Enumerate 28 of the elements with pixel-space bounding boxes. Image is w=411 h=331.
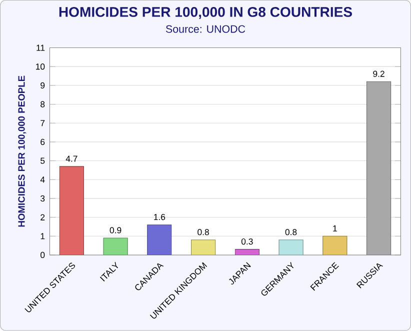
y-tick-label: 8 bbox=[40, 101, 45, 108]
bar bbox=[366, 81, 392, 256]
data-label: 0.8 bbox=[285, 229, 297, 236]
data-label: 9.2 bbox=[373, 70, 384, 78]
bar bbox=[190, 240, 216, 256]
data-label: 0.8 bbox=[198, 229, 209, 236]
y-tick-label: 1 bbox=[40, 233, 45, 240]
y-tick-label: 4 bbox=[40, 176, 45, 183]
data-label: 4.7 bbox=[66, 156, 78, 162]
y-axis-title: HOMICIDES PER 100,000 PEOPLE bbox=[18, 76, 26, 227]
y-tick-label: 2 bbox=[40, 214, 45, 220]
data-label: 1.6 bbox=[154, 214, 166, 220]
y-tick-label: 5 bbox=[40, 158, 45, 164]
y-tick-label: 3 bbox=[40, 195, 45, 202]
y-tick-label: 10 bbox=[36, 64, 45, 70]
data-label: 1 bbox=[333, 226, 337, 232]
chart-title: HOMICIDES PER 100,000 IN G8 COUNTRIES bbox=[59, 7, 352, 20]
bar bbox=[322, 236, 348, 256]
y-tick-label: 0 bbox=[40, 252, 45, 258]
y-tick-label: 7 bbox=[40, 120, 45, 126]
chart-subtitle: Source: UNODC bbox=[166, 25, 246, 33]
data-label: 0.3 bbox=[241, 238, 253, 245]
bar bbox=[147, 224, 172, 256]
bar bbox=[234, 249, 260, 256]
data-label: 0.9 bbox=[110, 227, 122, 234]
y-tick-label: 6 bbox=[40, 138, 45, 146]
y-tick-label: 11 bbox=[36, 44, 45, 51]
y-tick-label: 9 bbox=[40, 82, 45, 89]
